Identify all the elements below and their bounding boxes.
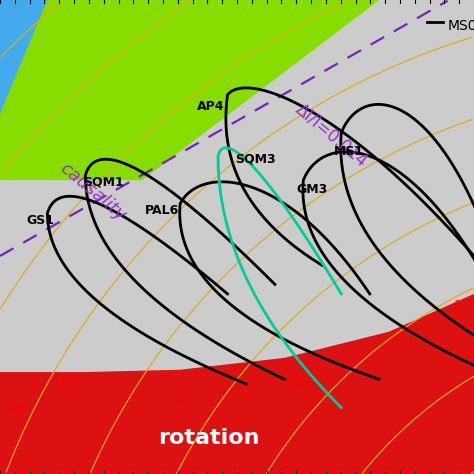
Text: 14: 14 <box>291 377 307 391</box>
Polygon shape <box>0 294 474 474</box>
Text: 12: 12 <box>172 394 188 407</box>
Text: AP4: AP4 <box>197 100 224 113</box>
Text: 1: 1 <box>454 299 461 312</box>
Polygon shape <box>0 0 47 114</box>
Text: GS1: GS1 <box>26 214 54 227</box>
Text: MS1: MS1 <box>334 145 365 158</box>
Text: GM3: GM3 <box>296 183 328 196</box>
Text: =8: =8 <box>5 403 23 417</box>
Text: causality: causality <box>56 159 129 225</box>
Text: SQM1: SQM1 <box>83 176 124 189</box>
Text: rotation: rotation <box>158 428 259 448</box>
Text: MS0: MS0 <box>448 19 474 33</box>
Text: ΔI/I=0.014: ΔI/I=0.014 <box>292 100 371 170</box>
Text: 10: 10 <box>58 375 74 388</box>
Text: PAL6: PAL6 <box>145 204 179 218</box>
Text: SQM3: SQM3 <box>235 152 275 165</box>
Polygon shape <box>0 0 379 180</box>
